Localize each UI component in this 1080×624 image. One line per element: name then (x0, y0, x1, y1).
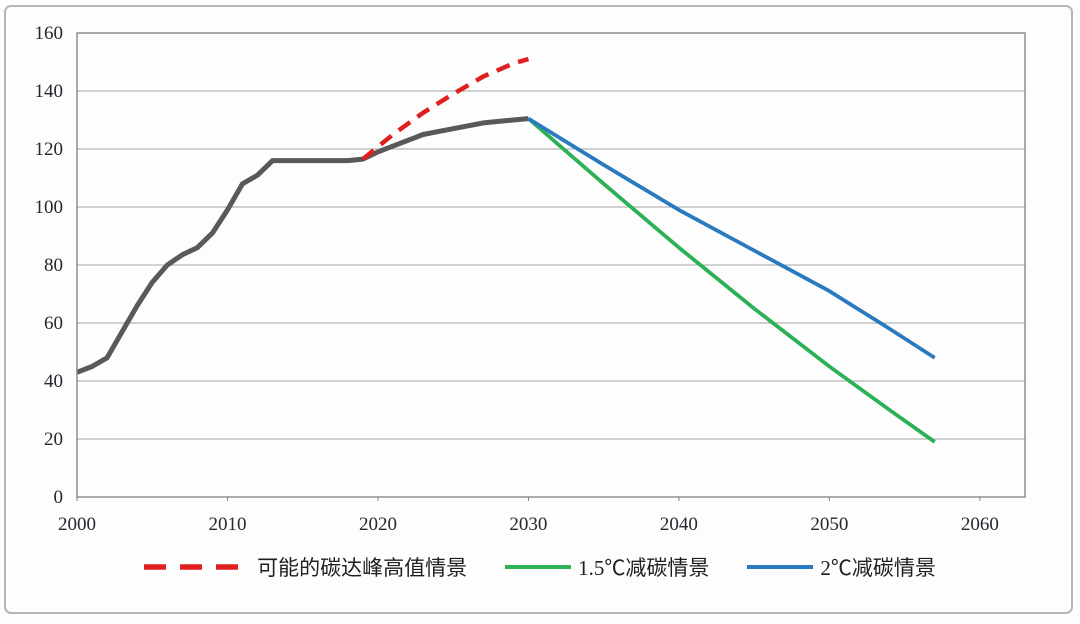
axes (76, 32, 1026, 501)
plot-border (76, 32, 1026, 498)
x-tick-label-2060: 2060 (961, 514, 999, 535)
y-tick-label-60: 60 (44, 313, 63, 334)
y-tick-label-100: 100 (35, 197, 64, 218)
y-tick-label-140: 140 (35, 81, 64, 102)
x-tick-label-2030: 2030 (509, 514, 547, 535)
legend-item-scenario-2c: 2℃减碳情景 (747, 552, 936, 582)
legend-line-sample-scenario-2c (747, 565, 814, 569)
gridlines (77, 32, 1025, 498)
series-lines (76, 56, 936, 444)
series-line-scenario-1-5c (527, 117, 936, 444)
x-tick-label-2010: 2010 (208, 514, 246, 535)
chart-legend: 可能的碳达峰高值情景 1.5℃减碳情景 2℃减碳情景 (0, 552, 1080, 582)
y-tick-label-0: 0 (54, 487, 64, 508)
y-tick-label-40: 40 (44, 371, 63, 392)
y-tick-label-80: 80 (44, 255, 63, 276)
series-line-peak-high-scenario (361, 56, 530, 161)
y-tick-label-20: 20 (44, 429, 63, 450)
series-line-scenario-2c (527, 116, 936, 360)
x-tick-label-2040: 2040 (660, 514, 698, 535)
y-tick-label-120: 120 (35, 139, 64, 160)
legend-item-scenario-1-5c: 1.5℃减碳情景 (505, 552, 709, 582)
legend-label-scenario-2c: 2℃减碳情景 (820, 556, 936, 580)
x-tick-label-2050: 2050 (810, 514, 848, 535)
x-tick-label-2000: 2000 (58, 514, 96, 535)
series-line-historical-emissions (76, 116, 529, 375)
legend-line-sample-scenario-1-5c (505, 565, 572, 569)
legend-line-sample-peak-high-scenario (144, 564, 251, 570)
legend-label-peak-high-scenario: 可能的碳达峰高值情景 (257, 556, 468, 580)
legend-label-scenario-1-5c: 1.5℃减碳情景 (578, 556, 710, 580)
legend-item-peak-high-scenario: 可能的碳达峰高值情景 (144, 552, 467, 582)
x-tick-label-2020: 2020 (359, 514, 397, 535)
y-tick-label-160: 160 (35, 23, 64, 44)
